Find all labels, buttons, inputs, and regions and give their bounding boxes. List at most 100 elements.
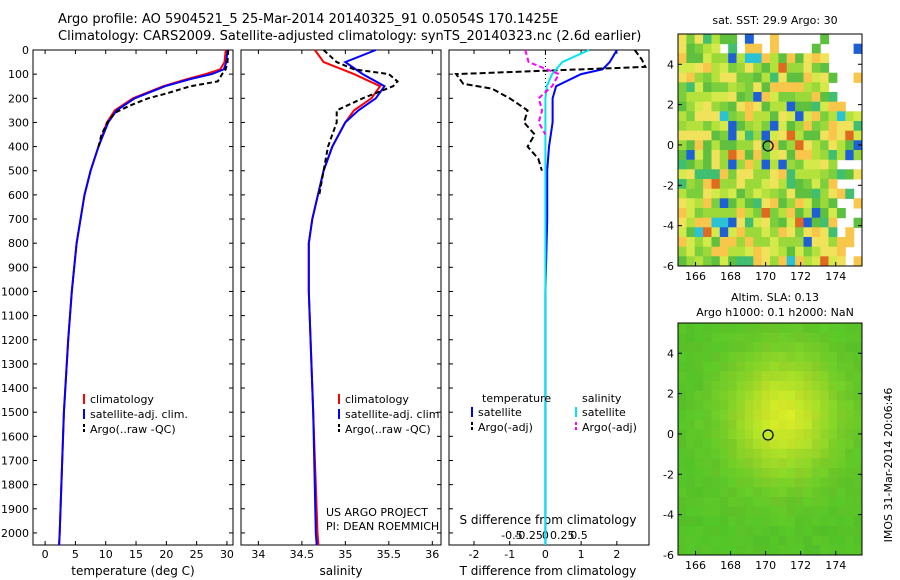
map-cell: [770, 130, 779, 141]
map-cell: [719, 477, 729, 488]
map-cell: [803, 208, 813, 219]
map-cell: [736, 208, 746, 219]
map-cell: [795, 82, 804, 93]
map-cell: [786, 448, 796, 459]
map-cell: [820, 101, 830, 112]
map-cell: [728, 381, 738, 392]
map-cell: [761, 121, 771, 132]
map-cell: [753, 342, 763, 353]
map-cell: [694, 429, 704, 440]
map-x-tick-label: 166: [685, 559, 706, 572]
map-cell: [686, 400, 696, 411]
map-cell: [770, 390, 779, 401]
map-cell: [678, 150, 687, 161]
map-cell: [786, 477, 796, 488]
map-cell: [678, 82, 687, 93]
map-cell: [820, 198, 830, 209]
map-cell: [678, 140, 687, 151]
map-cell: [719, 188, 729, 199]
map-cell: [778, 381, 788, 392]
map-cell: [686, 526, 696, 537]
map-cell: [820, 535, 830, 546]
map-cell: [828, 545, 838, 555]
map-cell: [719, 516, 729, 527]
map-cell: [753, 419, 763, 430]
map-cell: [786, 429, 796, 440]
map-cell: [686, 43, 696, 54]
map-cell: [786, 169, 796, 180]
map-cell: [711, 516, 721, 527]
map-cell: [795, 246, 804, 257]
map-cell: [811, 545, 821, 555]
map-cell: [744, 400, 754, 411]
map-cell: [845, 130, 855, 141]
map-cell: [828, 111, 838, 122]
map-cell: [828, 429, 838, 440]
map-cell: [811, 497, 821, 508]
map-cell: [770, 188, 779, 199]
map-cell: [795, 400, 804, 411]
map-cell: [811, 237, 821, 248]
map-cell: [736, 72, 746, 83]
map-cell: [803, 227, 813, 238]
map-cell: [803, 410, 813, 421]
map-cell: [811, 130, 821, 141]
map-cell: [853, 352, 862, 363]
map-cell: [836, 419, 846, 430]
map-cell: [803, 72, 813, 83]
map-cell: [678, 439, 687, 450]
map-cell: [828, 121, 838, 132]
map-cell: [786, 535, 796, 546]
map-cell: [736, 111, 746, 122]
y-tick-label: 1400: [1, 382, 29, 395]
map-cell: [761, 448, 771, 459]
map-cell: [719, 130, 729, 141]
map-cell: [811, 332, 821, 343]
map-cell: [853, 371, 862, 382]
map-cell: [761, 506, 771, 517]
map-cell: [828, 150, 838, 161]
map-cell: [719, 410, 729, 421]
map-cell: [811, 53, 821, 64]
map-cell: [761, 323, 771, 334]
map-cell: [761, 111, 771, 122]
map-cell: [786, 63, 796, 74]
map-cell: [836, 188, 846, 199]
map-cell: [686, 121, 696, 132]
climatology-title: Climatology: CARS2009. Satellite-adjuste…: [58, 29, 642, 44]
map-cell: [820, 332, 830, 343]
map-cell: [761, 217, 771, 228]
map-cell: [719, 101, 729, 112]
map-cell: [845, 497, 855, 508]
sla-map-subtitle: Argo h1000: 0.1 h2000: NaN: [696, 306, 854, 319]
map-cell: [686, 63, 696, 74]
map-cell: [836, 381, 846, 392]
series-line: [318, 49, 399, 196]
map-cell: [753, 188, 763, 199]
map-cell: [845, 419, 855, 430]
map-cell: [744, 34, 754, 45]
map-cell: [719, 545, 729, 555]
map-cell: [811, 506, 821, 517]
map-cell: [686, 535, 696, 546]
map-cell: [828, 256, 838, 266]
map-cell: [853, 390, 862, 401]
map-cell: [686, 227, 696, 238]
map-cell: [744, 188, 754, 199]
map-cell: [761, 381, 771, 392]
map-cell: [820, 130, 830, 141]
map-cell: [770, 237, 779, 248]
map-cell: [820, 246, 830, 257]
legend-label: satellite: [582, 406, 626, 419]
map-cell: [703, 169, 712, 180]
map-cell: [786, 342, 796, 353]
map-cell: [728, 390, 738, 401]
map-cell: [719, 323, 729, 334]
map-cell: [719, 439, 729, 450]
map-cell: [778, 92, 788, 103]
map-cell: [770, 34, 779, 45]
map-cell: [719, 53, 729, 64]
map-cell: [728, 246, 738, 257]
map-cell: [744, 448, 754, 459]
map-cell: [778, 468, 788, 479]
